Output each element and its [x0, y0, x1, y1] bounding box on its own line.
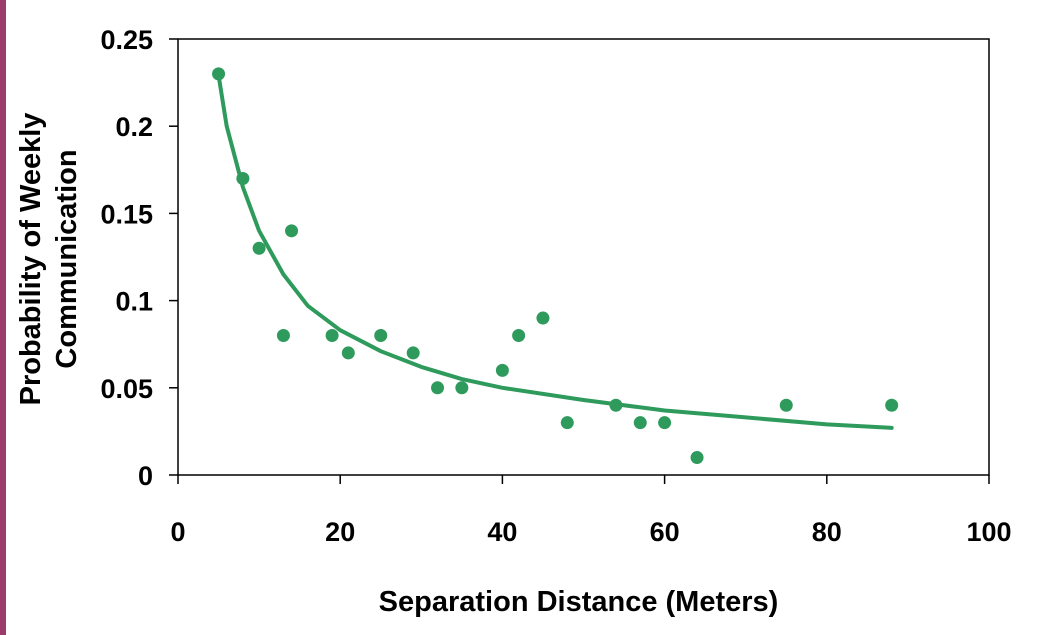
data-point	[885, 398, 899, 412]
data-point	[560, 416, 574, 430]
data-point	[406, 346, 420, 360]
power-trendline	[216, 73, 894, 430]
data-point	[374, 328, 388, 342]
x-tick-label: 20	[325, 517, 355, 547]
data-point	[633, 416, 647, 430]
x-tick-label: 0	[170, 517, 185, 547]
data-point	[455, 381, 469, 395]
x-tick-labels: 0 20 40 60 80 100	[170, 517, 1011, 547]
data-point	[276, 328, 290, 342]
y-tick-label: 0.25	[100, 25, 153, 55]
x-tick-label: 60	[650, 517, 680, 547]
data-point	[658, 416, 672, 430]
data-point	[285, 224, 299, 238]
y-tick-labels: 0 0.05 0.1 0.15 0.2 0.25	[100, 25, 153, 491]
data-point	[779, 398, 793, 412]
plot-area-frame	[177, 38, 990, 476]
data-point	[495, 363, 509, 377]
y-axis-ticks	[169, 38, 178, 476]
y-tick-label: 0.2	[115, 112, 153, 142]
x-tick-label: 40	[487, 517, 517, 547]
data-point	[341, 346, 355, 360]
y-tick-label: 0	[138, 461, 153, 491]
data-point	[252, 241, 266, 255]
y-tick-label: 0.05	[100, 374, 153, 404]
x-axis-title: Separation Distance (Meters)	[379, 586, 779, 618]
x-tick-label: 80	[812, 517, 842, 547]
x-axis-ticks	[177, 475, 990, 484]
x-tick-label: 100	[966, 517, 1011, 547]
data-point	[690, 451, 704, 465]
data-point	[512, 328, 526, 342]
data-point	[431, 381, 445, 395]
y-axis-title-line-1: Probability of Weekly	[15, 113, 47, 406]
y-axis-title-line-2: Communication	[51, 149, 83, 368]
data-point	[236, 172, 250, 186]
left-edge-stripe	[0, 0, 6, 635]
data-point	[609, 398, 623, 412]
data-point	[212, 67, 226, 81]
y-tick-label: 0.15	[100, 199, 153, 229]
data-point	[325, 328, 339, 342]
data-point	[536, 311, 550, 325]
data-points	[212, 67, 899, 465]
y-tick-label: 0.1	[115, 287, 153, 317]
